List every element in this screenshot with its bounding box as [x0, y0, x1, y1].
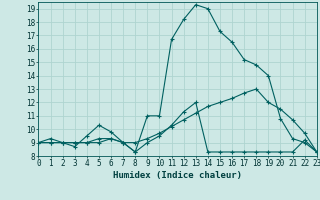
- X-axis label: Humidex (Indice chaleur): Humidex (Indice chaleur): [113, 171, 242, 180]
